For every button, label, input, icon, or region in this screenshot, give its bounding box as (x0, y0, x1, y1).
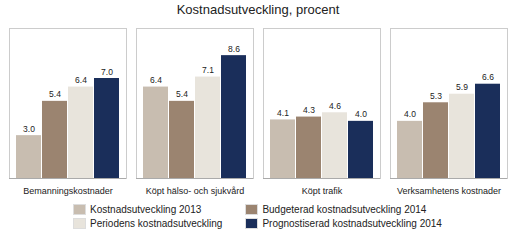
svg-text:3.0: 3.0 (23, 124, 35, 134)
svg-text:6.4: 6.4 (75, 75, 87, 85)
svg-text:4.0: 4.0 (404, 109, 416, 119)
svg-text:5.4: 5.4 (49, 89, 61, 99)
svg-text:Verksamhetens kostnader: Verksamhetens kostnader (397, 186, 501, 196)
svg-text:Köpt hälso- och sjukvård: Köpt hälso- och sjukvård (146, 186, 245, 196)
svg-text:4.0: 4.0 (355, 109, 367, 119)
svg-text:Köpt trafik: Köpt trafik (302, 186, 343, 196)
html-text:Kostnadsutveckling, procent: Kostnadsutveckling, procent (176, 2, 340, 17)
svg-text:7.1: 7.1 (202, 65, 214, 75)
svg-text:6.6: 6.6 (482, 72, 494, 82)
svg-text:7.0: 7.0 (101, 67, 113, 77)
html-text:Kostnadsutveckling 2013: Kostnadsutveckling 2013 (90, 204, 202, 215)
svg-text:6.4: 6.4 (150, 75, 162, 85)
svg-text:4.6: 4.6 (329, 101, 341, 111)
html-text:Periodens kostnadsutveckling: Periodens kostnadsutveckling (90, 218, 223, 229)
svg-text:Bemanningskostnader: Bemanningskostnader (23, 186, 113, 196)
svg-text:5.3: 5.3 (430, 91, 442, 101)
svg-text:5.9: 5.9 (456, 82, 468, 92)
svg-text:4.1: 4.1 (277, 108, 289, 118)
html-text:Budgeterad kostnadsutveckling: Budgeterad kostnadsutveckling 2014 (262, 204, 427, 215)
svg-text:5.4: 5.4 (176, 89, 188, 99)
html-text:Prognostiserad kostnadsutveckl: Prognostiserad kostnadsutveckling 2014 (262, 218, 442, 229)
svg-text:4.3: 4.3 (303, 105, 315, 115)
svg-text:8.6: 8.6 (228, 44, 240, 54)
